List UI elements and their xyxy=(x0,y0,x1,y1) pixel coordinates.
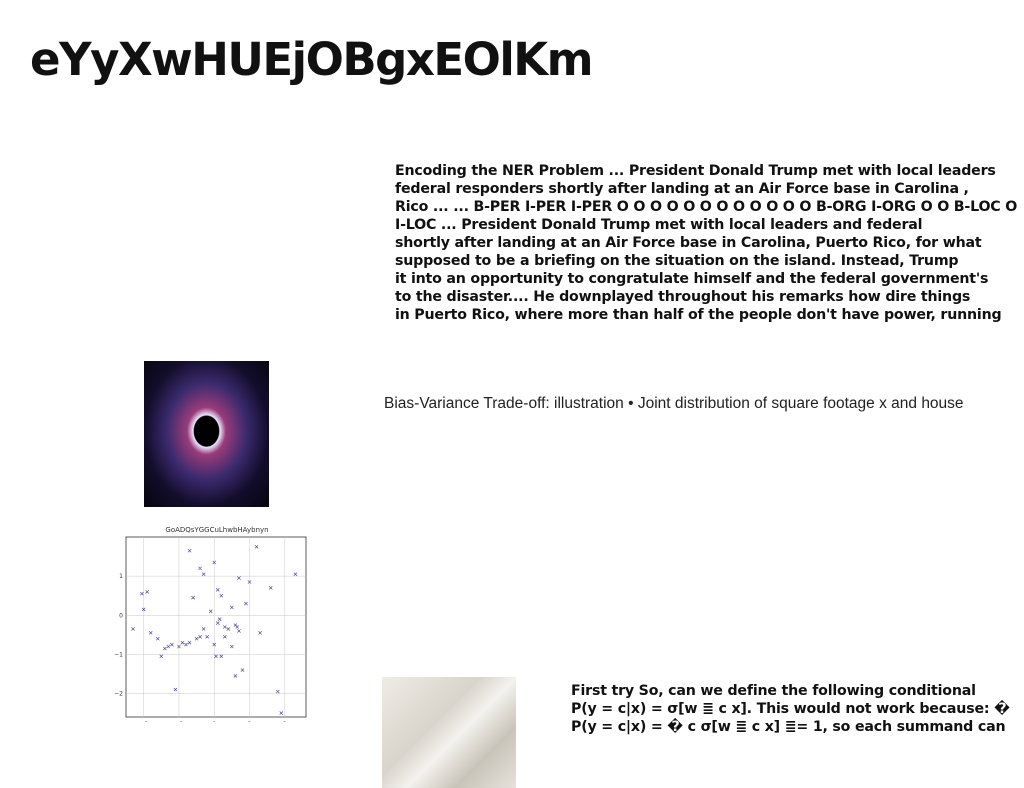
ner-paragraph-line: federal responders shortly after landing… xyxy=(395,181,969,197)
scatter-point xyxy=(184,642,188,647)
scatter-point xyxy=(198,566,202,571)
scatter-point xyxy=(166,644,171,649)
ner-paragraph-line: supposed to be a briefing on the situati… xyxy=(395,253,959,269)
scatter-point xyxy=(187,640,192,645)
scatter-point xyxy=(219,654,224,659)
scatter-point xyxy=(201,572,206,576)
scatter-point xyxy=(140,591,144,596)
ner-paragraph-line: Rico ... ... B-PER I-PER I-PER O O O O O… xyxy=(395,199,1018,215)
scatter-point xyxy=(219,593,224,598)
conditional-paragraph-line: P(y = c|x) = � c σ[w ≣ c x] ≣= 1, so eac… xyxy=(571,719,1006,735)
scatter-points xyxy=(131,544,298,715)
x-tick-label: 1 xyxy=(248,721,252,722)
scatter-chart: GoADQsYGGCuLhwbHAybnyn −2 −1 0 1 2 1 0 −1 −2 xyxy=(114,526,307,722)
conditional-paragraph-line: First try So, can we define the followin… xyxy=(571,683,976,699)
scatter-point xyxy=(247,580,252,584)
x-tick-label: 0 xyxy=(212,721,216,722)
scatter-point xyxy=(131,627,135,631)
scatter-point xyxy=(279,711,284,715)
scatter-point xyxy=(180,640,185,645)
scatter-point xyxy=(205,634,209,639)
scatter-point xyxy=(198,634,202,639)
scatter-point xyxy=(173,687,178,692)
plot-frame xyxy=(125,536,307,718)
y-tick-label: 1 xyxy=(119,573,123,580)
scatter-point xyxy=(155,636,160,641)
scatter-point xyxy=(244,601,248,606)
scatter-point xyxy=(240,668,245,672)
x-tick-label: −1 xyxy=(175,721,184,722)
scatter-point xyxy=(258,631,262,635)
grid xyxy=(126,537,306,717)
scatter-point xyxy=(217,617,222,621)
ner-paragraph-line: it into an opportunity to congratulate h… xyxy=(395,271,989,287)
scatter-point xyxy=(293,572,298,576)
scatter-point xyxy=(141,607,146,612)
ner-paragraph: Encoding the NER Problem ... President D… xyxy=(395,162,1024,324)
black-hole-image xyxy=(144,361,269,507)
scatter-point xyxy=(159,654,164,659)
scatter-point xyxy=(214,654,218,659)
scatter-point xyxy=(191,595,195,600)
scatter-point xyxy=(163,646,167,651)
chart-title: GoADQsYGGCuLhwbHAybnyn xyxy=(165,526,268,534)
ner-paragraph-line: to the disaster.... He downplayed throug… xyxy=(395,289,971,305)
bias-variance-caption: Bias-Variance Trade-off: illustration • … xyxy=(384,395,964,412)
scatter-point xyxy=(268,586,273,590)
tick-labels: −2 −1 0 1 2 1 0 −1 −2 xyxy=(114,573,287,722)
scatter-point xyxy=(215,621,220,625)
scatter-point xyxy=(212,560,217,565)
scatter-point xyxy=(187,548,192,553)
ner-paragraph-line: in Puerto Rico, where more than half of … xyxy=(395,307,1002,323)
scatter-point xyxy=(145,589,149,594)
ner-paragraph-line: I-LOC ... President Donald Trump met wit… xyxy=(395,217,923,233)
scatter-point xyxy=(237,629,241,633)
y-tick-label: 0 xyxy=(119,612,123,619)
scatter-point xyxy=(177,644,181,649)
scatter-point xyxy=(223,634,227,639)
scatter-point xyxy=(212,642,217,647)
scatter-point xyxy=(230,644,234,649)
y-tick-label: −1 xyxy=(114,651,123,658)
scatter-point xyxy=(235,625,239,629)
conditional-paragraph-line: P(y = c|x) = σ[w ≣ c x]. This would not … xyxy=(571,701,1010,717)
scatter-point xyxy=(223,625,227,629)
scatter-point xyxy=(233,674,238,678)
scatter-point xyxy=(226,627,231,631)
building-image xyxy=(382,677,516,788)
scatter-point xyxy=(254,544,259,549)
scatter-point xyxy=(148,631,153,635)
scatter-point xyxy=(194,636,199,641)
page-title: eYyXwHUEjOBgxEOlKm xyxy=(30,33,594,86)
x-tick-label: 2 xyxy=(283,721,287,722)
scatter-point xyxy=(201,627,206,631)
y-tick-label: −2 xyxy=(114,691,123,698)
scatter-point xyxy=(275,689,280,694)
scatter-point xyxy=(208,609,213,614)
scatter-point xyxy=(215,588,220,592)
scatter-point xyxy=(230,605,234,610)
ner-paragraph-line: shortly after landing at an Air Force ba… xyxy=(395,235,982,251)
x-tick-label: −2 xyxy=(139,721,148,722)
conditional-paragraph: First try So, can we define the followin… xyxy=(571,682,1024,736)
scatter-point xyxy=(170,642,174,647)
ner-paragraph-line: Encoding the NER Problem ... President D… xyxy=(395,163,996,179)
scatter-point xyxy=(237,576,241,580)
